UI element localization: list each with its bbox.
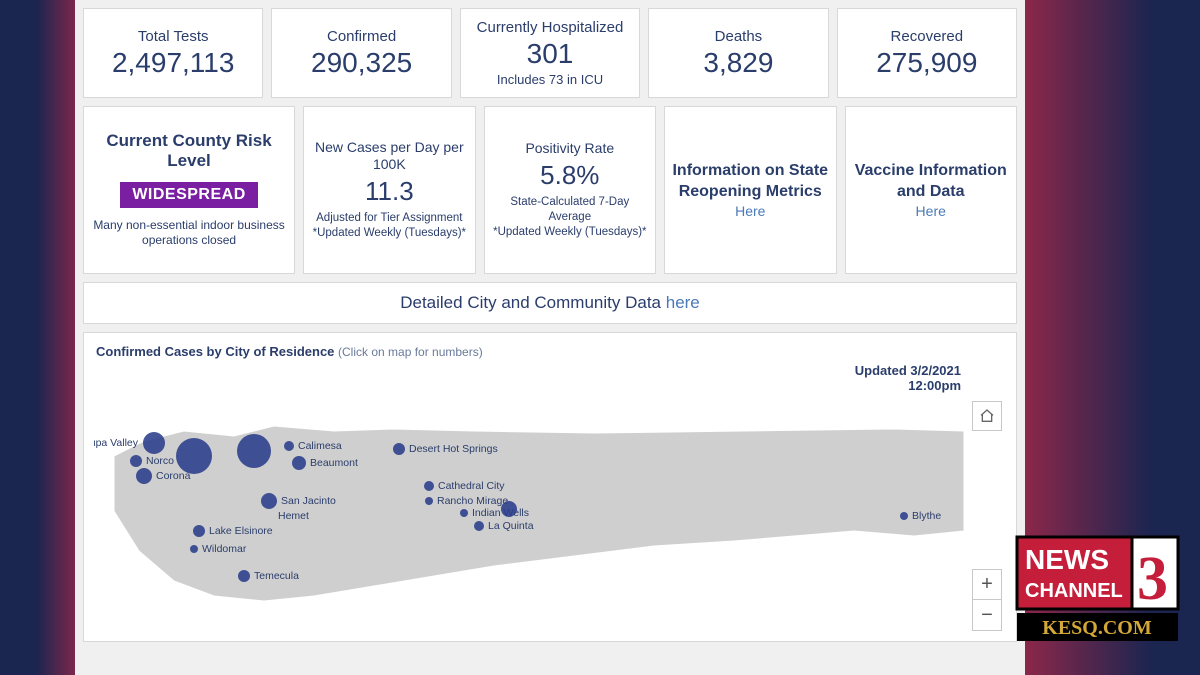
city-bubble[interactable]	[292, 456, 306, 470]
logo-url: KESQ.COM	[1042, 617, 1152, 639]
stat-label: Confirmed	[327, 28, 396, 45]
city-label: Rancho Mirage	[437, 495, 508, 507]
positivity-card: Positivity Rate 5.8% State-Calculated 7-…	[484, 106, 656, 274]
vaccine-info-card: Vaccine Information and Data Here	[845, 106, 1017, 274]
logo-news-text: NEWS	[1025, 544, 1109, 575]
metric-label: Positivity Rate	[525, 140, 614, 157]
city-label: San Jacinto	[281, 495, 336, 507]
city-label: Beaumont	[310, 457, 358, 469]
stat-confirmed: Confirmed 290,325	[271, 8, 451, 98]
map-subtitle: (Click on map for numbers)	[338, 345, 483, 359]
stat-value: 301	[527, 38, 574, 70]
map-updated: Updated 3/2/2021 12:00pm	[855, 363, 961, 393]
city-label: Hemet	[278, 510, 309, 522]
city-bubble[interactable]	[284, 441, 294, 451]
metric-value: 11.3	[365, 176, 414, 207]
city-bubble[interactable]	[501, 501, 517, 517]
risk-title: Current County Risk Level	[90, 131, 288, 172]
logo-number: 3	[1137, 545, 1168, 613]
city-bubble[interactable]	[136, 468, 152, 484]
city-label: Blythe	[912, 510, 941, 522]
city-label: Indian Wells	[472, 507, 529, 519]
risk-badge: WIDESPREAD	[120, 182, 257, 208]
city-bubble[interactable]	[424, 481, 434, 491]
metric-note: Adjusted for Tier Assignment *Updated We…	[313, 211, 466, 241]
stat-label: Deaths	[715, 28, 763, 45]
updated-date: Updated 3/2/2021	[855, 363, 961, 378]
metric-label: New Cases per Day per 100K	[310, 139, 468, 173]
city-label: Desert Hot Springs	[409, 443, 498, 455]
stat-recovered: Recovered 275,909	[837, 8, 1017, 98]
detailed-data-link[interactable]: here	[666, 293, 700, 312]
city-bubble[interactable]	[900, 512, 908, 520]
metric-value: 5.8%	[540, 160, 599, 191]
detailed-data-banner: Detailed City and Community Data here	[83, 282, 1017, 324]
city-bubble[interactable]	[176, 438, 212, 474]
map-panel: Confirmed Cases by City of Residence (Cl…	[83, 332, 1017, 642]
city-bubble[interactable]	[190, 545, 198, 553]
map-title-row: Confirmed Cases by City of Residence (Cl…	[96, 343, 1004, 361]
map-zoom-control: + −	[972, 569, 1002, 631]
city-label: Cathedral City	[438, 480, 505, 492]
stat-hospitalized: Currently Hospitalized 301 Includes 73 i…	[460, 8, 640, 98]
updated-time: 12:00pm	[855, 378, 961, 393]
vaccine-link[interactable]: Here	[916, 203, 946, 219]
stat-value: 290,325	[311, 47, 412, 79]
stat-value: 3,829	[703, 47, 773, 79]
city-label: Temecula	[254, 570, 299, 582]
city-bubble[interactable]	[425, 497, 433, 505]
stat-deaths: Deaths 3,829	[648, 8, 828, 98]
city-label: Lake Elsinore	[209, 525, 273, 537]
county-map[interactable]: Jurupa ValleyNorcoCoronaCalimesaBeaumont…	[94, 401, 1004, 631]
stat-label: Total Tests	[138, 28, 209, 45]
stat-sub: Includes 73 in ICU	[497, 72, 603, 87]
city-bubble[interactable]	[193, 525, 205, 537]
map-title: Confirmed Cases by City of Residence	[96, 344, 338, 359]
city-bubble[interactable]	[238, 570, 250, 582]
city-bubble[interactable]	[460, 509, 468, 517]
info-title: Vaccine Information and Data	[852, 161, 1010, 203]
metric-note: State-Calculated 7-Day Average *Updated …	[491, 195, 649, 240]
city-label: Jurupa Valley	[94, 437, 139, 449]
stat-label: Recovered	[891, 28, 964, 45]
info-title: Information on State Reopening Metrics	[671, 161, 829, 203]
stat-label: Currently Hospitalized	[477, 19, 624, 36]
city-bubble[interactable]	[130, 455, 142, 467]
city-bubble[interactable]	[474, 521, 484, 531]
stat-value: 2,497,113	[112, 47, 235, 79]
city-bubble[interactable]	[393, 443, 405, 455]
stat-total-tests: Total Tests 2,497,113	[83, 8, 263, 98]
covid-dashboard: Total Tests 2,497,113 Confirmed 290,325 …	[75, 0, 1025, 675]
city-label: Wildomar	[202, 543, 247, 555]
city-bubble[interactable]	[143, 432, 165, 454]
new-cases-card: New Cases per Day per 100K 11.3 Adjusted…	[303, 106, 475, 274]
city-label: Norco	[146, 455, 174, 467]
city-label: Calimesa	[298, 440, 342, 452]
stats-row-1: Total Tests 2,497,113 Confirmed 290,325 …	[83, 8, 1017, 98]
logo-channel-text: CHANNEL	[1025, 580, 1123, 602]
city-label: La Quinta	[488, 520, 534, 532]
reopening-link[interactable]: Here	[735, 203, 765, 219]
stat-value: 275,909	[876, 47, 977, 79]
city-bubble[interactable]	[237, 434, 271, 468]
news-channel-logo: NEWS CHANNEL 3 KESQ.COM	[1015, 535, 1180, 645]
zoom-in-button[interactable]: +	[973, 570, 1001, 600]
banner-text: Detailed City and Community Data	[400, 293, 666, 312]
reopening-info-card: Information on State Reopening Metrics H…	[664, 106, 836, 274]
zoom-out-button[interactable]: −	[973, 600, 1001, 630]
city-bubble[interactable]	[261, 493, 277, 509]
risk-note: Many non-essential indoor business opera…	[90, 218, 288, 249]
risk-level-card: Current County Risk Level WIDESPREAD Man…	[83, 106, 295, 274]
stats-row-2: Current County Risk Level WIDESPREAD Man…	[83, 106, 1017, 274]
map-home-button[interactable]	[972, 401, 1002, 431]
home-icon	[979, 408, 995, 424]
